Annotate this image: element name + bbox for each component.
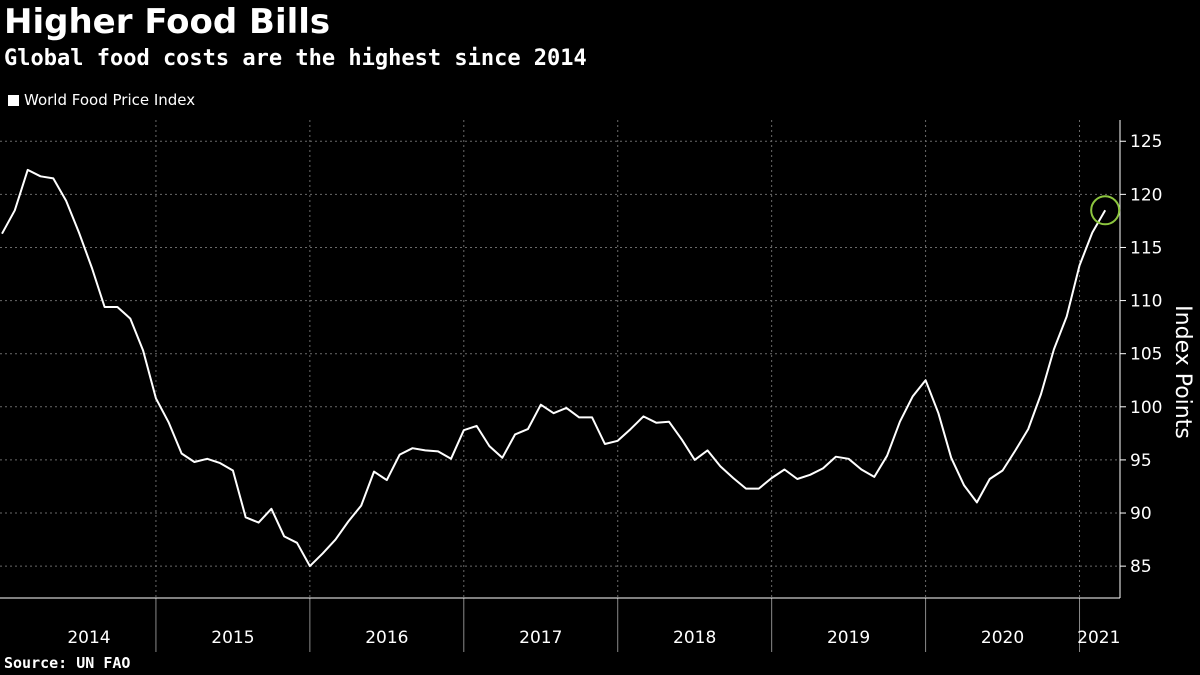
chart-title: Higher Food Bills: [4, 2, 331, 42]
y-tick-label: 115: [1130, 238, 1162, 258]
legend: World Food Price Index: [8, 90, 195, 110]
legend-label: World Food Price Index: [24, 91, 196, 109]
grid-lines: [0, 120, 1118, 598]
y-tick-label: 90: [1130, 504, 1152, 524]
y-tick-label: 110: [1130, 292, 1162, 312]
highlight-layer: [1090, 195, 1121, 226]
x-tick-label: 2019: [827, 628, 870, 648]
x-tick-label: 2016: [365, 628, 408, 648]
y-tick-label: 100: [1130, 398, 1162, 418]
y-axis-title: Index Points: [1170, 305, 1195, 439]
axes: 85 90 95 100 105 110 115 120 125 2014 2015 2016 2017…: [0, 120, 1195, 652]
series-line: [1, 168, 1107, 568]
x-tick-label: 2014: [67, 628, 110, 648]
y-tick-label: 125: [1130, 132, 1162, 152]
x-tick-label: 2021: [1077, 628, 1120, 648]
legend-swatch: [8, 94, 19, 106]
y-tick-label: 120: [1130, 185, 1162, 205]
y-tick-label: 85: [1130, 557, 1152, 577]
y-tick-label: 105: [1130, 345, 1162, 365]
chart-subtitle: Global food costs are the highest since …: [4, 46, 587, 71]
x-tick-label: 2020: [981, 628, 1024, 648]
latest-value-highlight: [1090, 195, 1121, 226]
x-tick-label: 2017: [519, 628, 562, 648]
x-tick-label: 2015: [211, 628, 254, 648]
source-note: Source: UN FAO: [4, 654, 131, 672]
y-tick-label: 95: [1130, 451, 1152, 471]
series-layer: [1, 168, 1107, 568]
x-tick-label: 2018: [673, 628, 716, 648]
